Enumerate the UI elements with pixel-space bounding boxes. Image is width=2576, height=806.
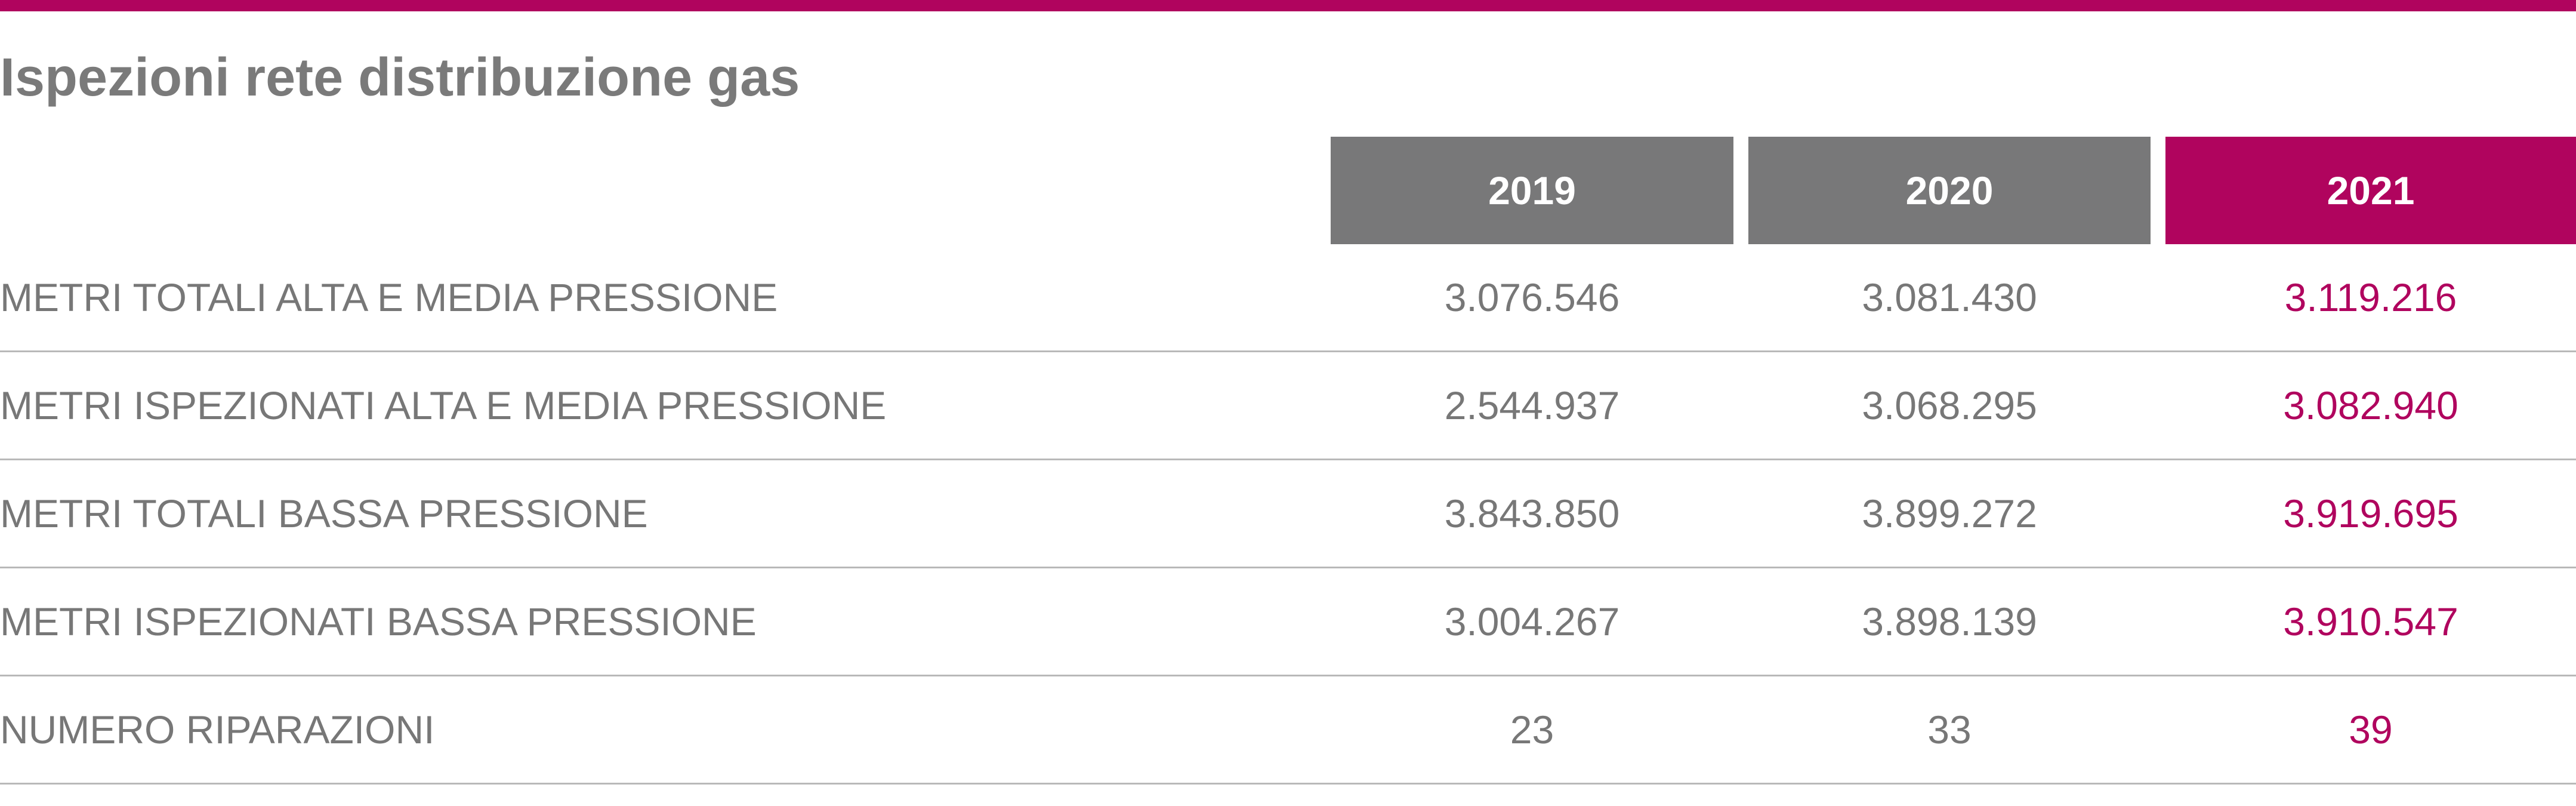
table-row: METRI ISPEZIONATI ALTA E MEDIA PRESSIONE… bbox=[0, 352, 2576, 460]
column-header-2019: 2019 bbox=[1331, 137, 1733, 244]
value-2020: 33 bbox=[1927, 707, 1972, 752]
value-2021: 3.919.695 bbox=[2283, 491, 2458, 536]
value-2019: 3.076.546 bbox=[1444, 275, 1620, 319]
row-label: METRI ISPEZIONATI BASSA PRESSIONE bbox=[0, 599, 757, 644]
value-2019: 2.544.937 bbox=[1444, 383, 1620, 427]
row-label: NUMERO RIPARAZIONI bbox=[0, 707, 435, 752]
value-2020: 3.899.272 bbox=[1862, 491, 2037, 536]
table-row: METRI ISPEZIONATI BASSA PRESSIONE 3.004.… bbox=[0, 568, 2576, 676]
top-accent-bar bbox=[0, 0, 2576, 11]
value-2020: 3.068.295 bbox=[1862, 383, 2037, 427]
row-label: METRI TOTALI BASSA PRESSIONE bbox=[0, 491, 648, 536]
row-label: METRI TOTALI ALTA E MEDIA PRESSIONE bbox=[0, 275, 778, 319]
value-2021: 3.082.940 bbox=[2283, 383, 2458, 427]
value-2019: 23 bbox=[1510, 707, 1554, 752]
row-label: METRI ISPEZIONATI ALTA E MEDIA PRESSIONE bbox=[0, 383, 887, 427]
value-2019: 3.843.850 bbox=[1444, 491, 1620, 536]
column-header-2020: 2020 bbox=[1748, 137, 2151, 244]
value-2019: 3.004.267 bbox=[1444, 599, 1620, 644]
table-row: NUMERO RIPARAZIONI 23 33 39 bbox=[0, 676, 2576, 785]
value-2020: 3.081.430 bbox=[1862, 275, 2037, 319]
value-2021: 39 bbox=[2349, 707, 2393, 752]
value-2021: 3.119.216 bbox=[2284, 275, 2457, 319]
column-header-2021: 2021 bbox=[2165, 137, 2576, 244]
page-title: Ispezioni rete distribuzione gas bbox=[0, 48, 800, 107]
value-2020: 3.898.139 bbox=[1862, 599, 2037, 644]
table-row: METRI TOTALI BASSA PRESSIONE 3.843.850 3… bbox=[0, 460, 2576, 568]
value-2021: 3.910.547 bbox=[2283, 599, 2458, 644]
table-row: METRI TOTALI ALTA E MEDIA PRESSIONE 3.07… bbox=[0, 244, 2576, 352]
